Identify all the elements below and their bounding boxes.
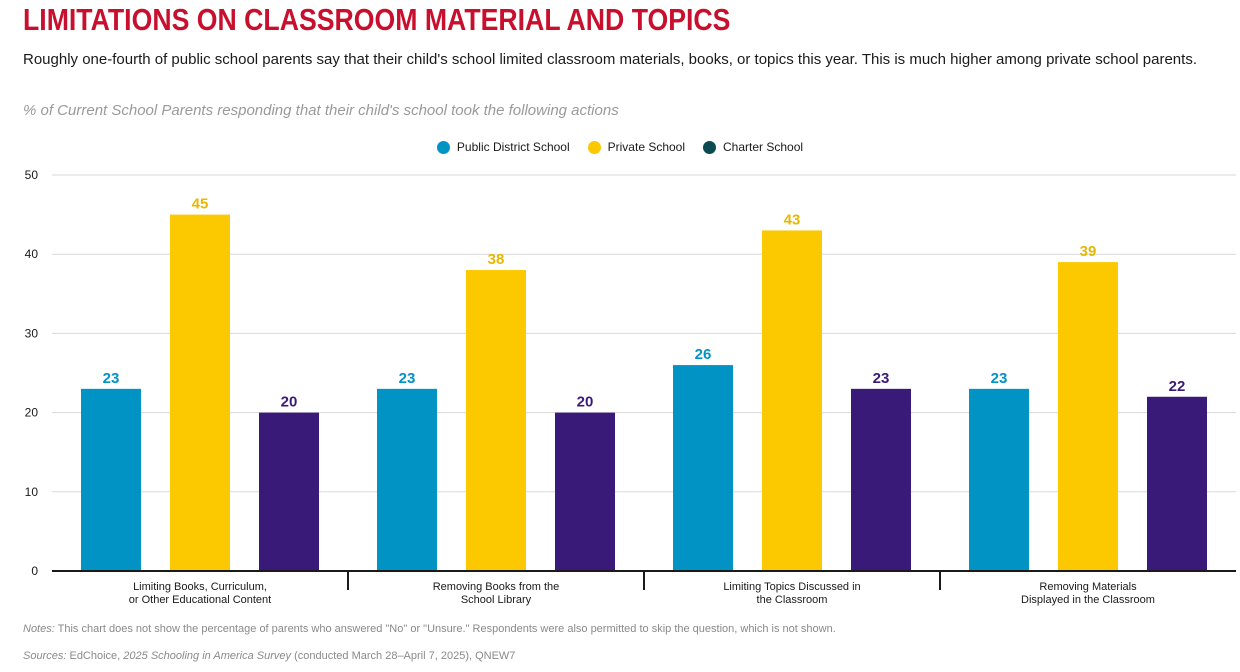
bar-charter xyxy=(1147,396,1207,571)
sources-rest: (conducted March 28–April 7, 2025), QNEW… xyxy=(291,650,516,662)
legend-swatch-public xyxy=(436,140,450,154)
notes-text: This chart does not show the percentage … xyxy=(54,623,836,635)
bar-public xyxy=(673,365,733,571)
legend: Public District School Private School Ch… xyxy=(0,140,1240,154)
y-tick-label: 10 xyxy=(25,485,39,499)
chart-title: LIMITATIONS ON CLASSROOM MATERIAL AND TO… xyxy=(23,2,731,37)
bar-charter xyxy=(851,388,911,571)
x-tick-label: the Classroom xyxy=(757,594,828,606)
bar-charter xyxy=(259,412,319,571)
x-tick-label: Limiting Topics Discussed in xyxy=(723,581,860,593)
data-label-private: 38 xyxy=(488,251,505,268)
x-tick-label: Removing Books from the xyxy=(433,581,560,593)
x-tick-label: Limiting Books, Curriculum, xyxy=(133,581,267,593)
bar-private xyxy=(170,214,230,571)
bar-private xyxy=(1058,262,1118,571)
legend-label-charter: Charter School xyxy=(723,140,804,154)
chart-subtitle: Roughly one-fourth of public school pare… xyxy=(23,51,1197,68)
legend-item-public: Public District School xyxy=(436,140,570,154)
legend-swatch-private xyxy=(587,140,601,154)
data-label-charter: 20 xyxy=(281,394,298,411)
data-label-private: 39 xyxy=(1080,243,1097,260)
data-label-charter: 20 xyxy=(577,394,594,411)
data-label-private: 43 xyxy=(784,211,801,228)
x-tick-label: Displayed in the Classroom xyxy=(1021,594,1155,606)
x-tick-label: School Library xyxy=(461,594,532,606)
data-label-charter: 22 xyxy=(1169,378,1186,395)
sources-org: EdChoice, xyxy=(66,650,124,662)
sources-label: Sources: xyxy=(23,650,67,662)
y-tick-label: 30 xyxy=(25,326,39,340)
bar-chart: 0 10 20 30 40 50 23 45 20 Limiting Books, Curricu… xyxy=(25,168,1236,606)
bar-private xyxy=(762,230,822,571)
y-tick-label: 40 xyxy=(25,247,39,261)
measure-label: % of Current School Parents responding t… xyxy=(23,102,619,119)
y-tick-label: 50 xyxy=(25,168,39,182)
bar-public xyxy=(377,388,437,571)
chart-notes: Notes: This chart does not show the perc… xyxy=(23,623,836,635)
legend-label-private: Private School xyxy=(607,140,686,154)
data-label-private: 45 xyxy=(192,196,209,213)
legend-item-private: Private School xyxy=(587,140,686,154)
legend-label-public: Public District School xyxy=(456,140,570,154)
data-label-public: 23 xyxy=(399,370,416,387)
x-tick-label: or Other Educational Content xyxy=(129,594,271,606)
bar-public xyxy=(81,388,141,571)
y-tick-label: 0 xyxy=(31,564,38,578)
data-label-charter: 23 xyxy=(873,370,890,387)
legend-item-charter: Charter School xyxy=(703,140,803,154)
data-label-public: 23 xyxy=(991,370,1008,387)
y-tick-label: 20 xyxy=(25,406,39,420)
notes-label: Notes: xyxy=(23,623,55,635)
x-tick-label: Removing Materials xyxy=(1039,581,1137,593)
chart-sources: Sources: EdChoice, 2025 Schooling in Ame… xyxy=(23,650,515,662)
data-label-public: 23 xyxy=(103,370,120,387)
bar-public xyxy=(969,388,1029,571)
bar-private xyxy=(466,270,526,571)
bar-charter xyxy=(555,412,615,571)
data-label-public: 26 xyxy=(695,346,712,363)
sources-survey: 2025 Schooling in America Survey xyxy=(123,650,292,662)
legend-swatch-charter xyxy=(703,140,717,154)
